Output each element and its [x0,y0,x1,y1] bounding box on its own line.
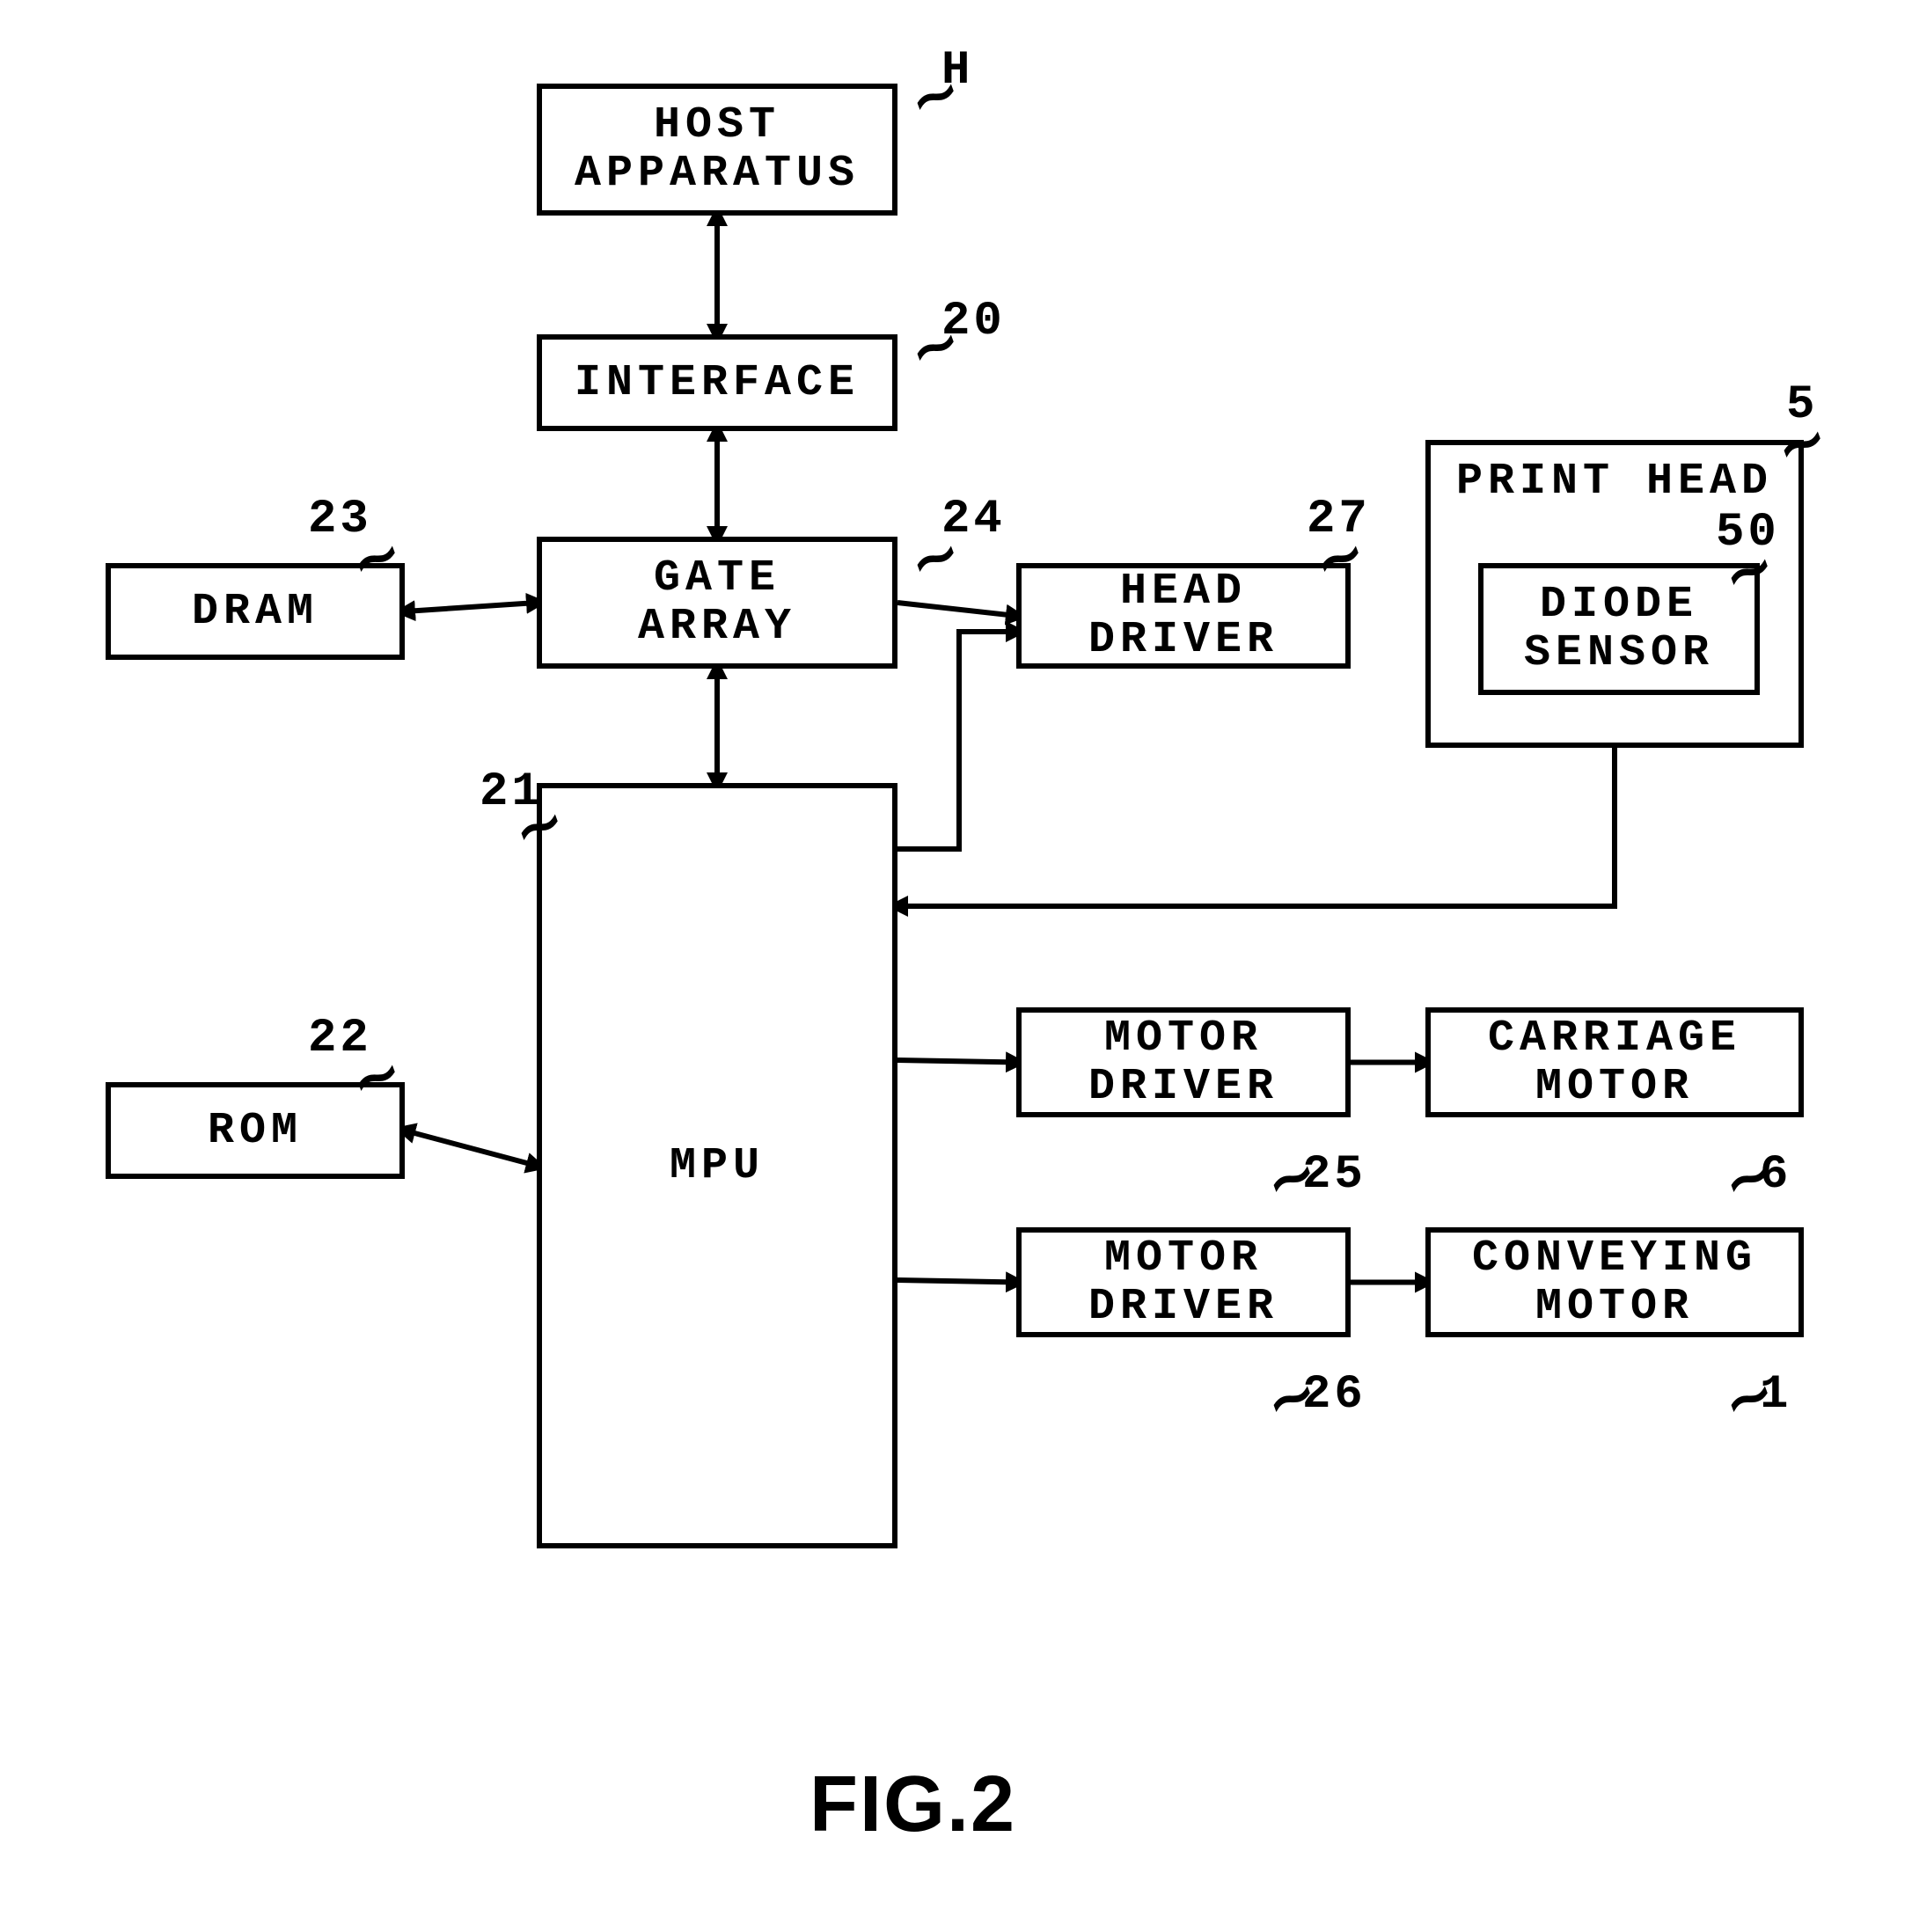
block-head_driver: HEADDRIVER [1016,563,1351,669]
block-text: DRIVER [1088,1063,1278,1111]
block-carriage_motor: CARRIAGEMOTOR [1425,1007,1804,1117]
block-text: CONVEYING [1472,1234,1757,1283]
block-text: MOTOR [1104,1234,1263,1283]
block-text: DRAM [192,588,319,636]
block-text: PRINT HEAD [1456,457,1773,506]
figure-caption: FIG.2 [809,1760,1016,1850]
block-text: MOTOR [1535,1283,1694,1331]
block-text: INTERFACE [575,359,860,407]
block-text: MPU [670,1142,765,1190]
block-gate_array: GATEARRAY [537,537,897,669]
block-text: MOTOR [1104,1014,1263,1063]
block-host: HOSTAPPARATUS [537,84,897,216]
block-text: SENSOR [1524,629,1714,677]
block-text: DIODE [1540,581,1698,629]
block-mpu: MPU [537,783,897,1548]
block-text: HEAD [1120,567,1247,616]
block-interface: INTERFACE [537,334,897,431]
block-diode_sensor: DIODESENSOR [1478,563,1760,695]
block-text: GATE [654,554,780,603]
block-text: DRIVER [1088,616,1278,664]
block-text: ARRAY [638,603,796,651]
block-motor_driver2: MOTORDRIVER [1016,1227,1351,1337]
block-text: HOST [654,101,780,150]
block-conveying_motor: CONVEYINGMOTOR [1425,1227,1804,1337]
block-text: CARRIAGE [1488,1014,1741,1063]
block-motor_driver1: MOTORDRIVER [1016,1007,1351,1117]
block-text: DRIVER [1088,1283,1278,1331]
block-text: APPARATUS [575,150,860,198]
block-text: ROM [208,1107,303,1155]
block-text: MOTOR [1535,1063,1694,1111]
